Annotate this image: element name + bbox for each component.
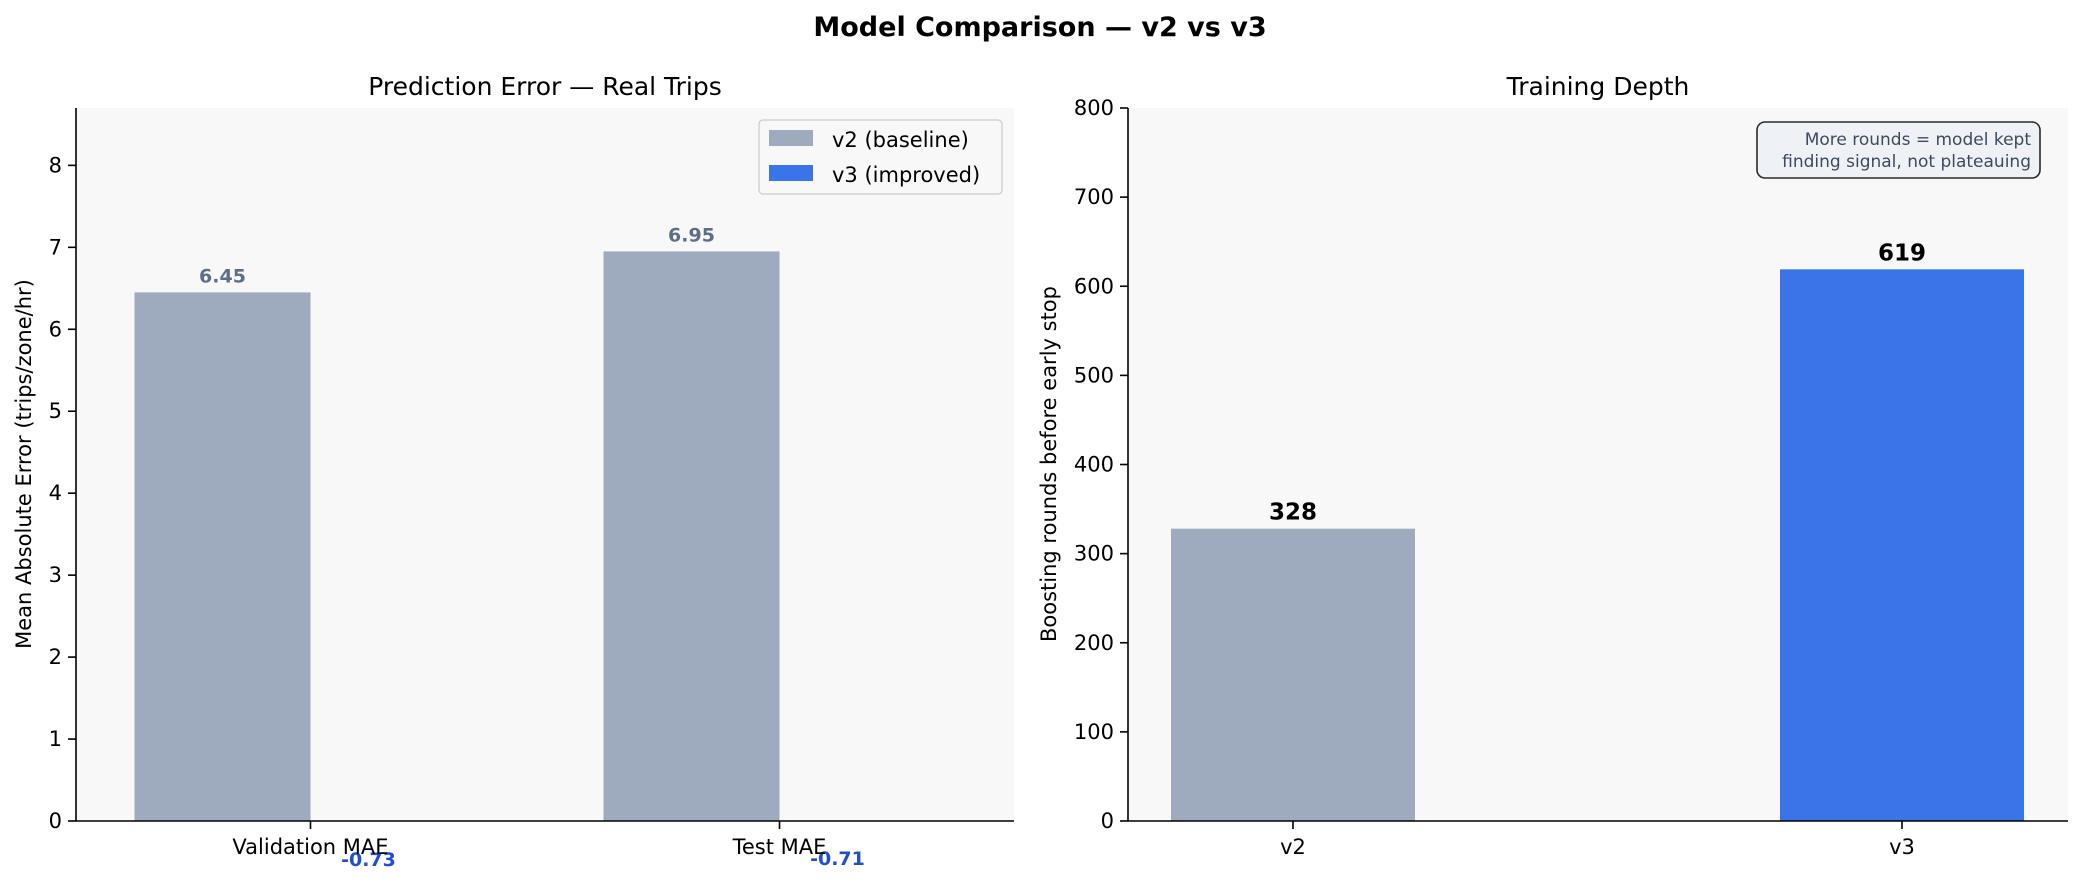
legend-box bbox=[758, 119, 1003, 195]
bar-v2-1 bbox=[603, 251, 780, 821]
rounds-ytick-label: 400 bbox=[1074, 453, 1114, 477]
annotation-line-1: More rounds = model kept bbox=[1805, 130, 2032, 150]
bar-v3 bbox=[1780, 269, 2024, 821]
mae-ytick-label: 0 bbox=[49, 809, 62, 833]
mae-ytick-label: 7 bbox=[49, 235, 62, 259]
figure-title: Model Comparison — v2 vs v3 bbox=[813, 12, 1266, 43]
mae-ytick-label: 3 bbox=[49, 563, 62, 587]
mae-ytick-label: 8 bbox=[49, 153, 62, 177]
rounds-ytick-label: 500 bbox=[1074, 363, 1114, 387]
rounds-ytick-label: 800 bbox=[1074, 96, 1114, 120]
mae-ytick-label: 5 bbox=[49, 399, 62, 423]
annotation-box bbox=[1756, 121, 2041, 179]
delta-label-v3-0: -0.73 bbox=[341, 849, 396, 871]
bar-v2 bbox=[1171, 528, 1415, 821]
mae-xtick-label: Validation MAE bbox=[232, 835, 388, 859]
bar-label-v2-1: 6.95 bbox=[668, 224, 715, 246]
legend-swatch-v3 bbox=[769, 165, 813, 181]
mae-xtick-label: Test MAE bbox=[732, 835, 827, 859]
mae-ytick-label: 4 bbox=[49, 481, 62, 505]
rounds-xtick-label: v3 bbox=[1889, 835, 1915, 859]
rounds-chart-title: Training Depth bbox=[1506, 72, 1690, 101]
rounds-ytick-label: 100 bbox=[1074, 720, 1114, 744]
bar-label-v2-0: 6.45 bbox=[199, 265, 246, 287]
rounds-ytick-label: 0 bbox=[1101, 809, 1114, 833]
rounds-y-axis-label: Boosting rounds before early stop bbox=[1037, 286, 1061, 642]
rounds-ytick-label: 600 bbox=[1074, 274, 1114, 298]
rounds-ytick-label: 200 bbox=[1074, 631, 1114, 655]
mae-y-axis-label: Mean Absolute Error (trips/zone/hr) bbox=[12, 279, 36, 649]
mae-ytick-label: 2 bbox=[49, 645, 62, 669]
legend-label-v2: v2 (baseline) bbox=[832, 128, 969, 152]
rounds-annotation: More rounds = model kept finding signal,… bbox=[1756, 121, 2041, 179]
bar-v2-0 bbox=[134, 292, 311, 821]
legend-label-v3: v3 (improved) bbox=[832, 163, 980, 187]
mae-chart-title: Prediction Error — Real Trips bbox=[368, 72, 722, 101]
mae-legend: v2 (baseline) v3 (improved) bbox=[758, 119, 1003, 195]
delta-label-v3-1: -0.71 bbox=[810, 848, 865, 870]
rounds-ytick-label: 700 bbox=[1074, 185, 1114, 209]
mae-ytick-label: 1 bbox=[49, 727, 62, 751]
legend-swatch-v2 bbox=[769, 130, 813, 146]
annotation-line-2: finding signal, not plateauing bbox=[1782, 152, 2031, 172]
rounds-xtick-label: v2 bbox=[1280, 835, 1306, 859]
mae-ytick-label: 6 bbox=[49, 317, 62, 341]
bar-label-v2: 328 bbox=[1269, 500, 1317, 526]
rounds-chart: 0 100 200 300 400 500 600 700 800 328 v2 619 v3 Tra… bbox=[1037, 72, 2068, 859]
bar-label-v3: 619 bbox=[1878, 240, 1926, 266]
rounds-ytick-label: 300 bbox=[1074, 542, 1114, 566]
